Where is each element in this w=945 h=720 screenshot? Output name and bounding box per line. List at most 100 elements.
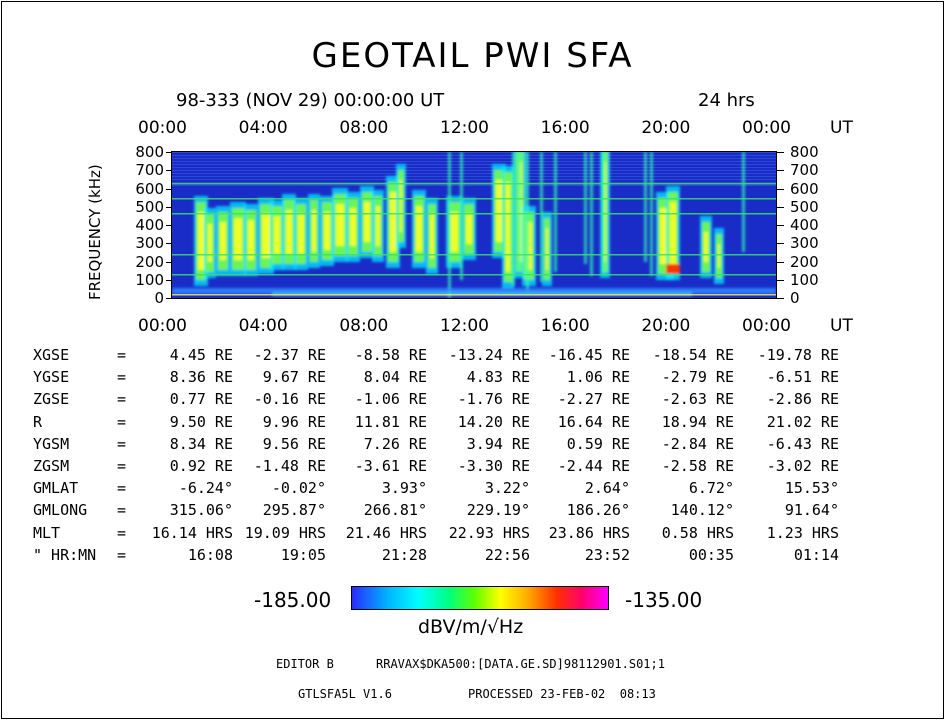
y-tick-mark-right (776, 261, 784, 263)
x-tick-label-top: 08:00 (339, 118, 389, 138)
ephemeris-value: 19.09 HRS (244, 523, 326, 542)
emission-core (546, 228, 548, 270)
ephemeris-row: R = 9.50 RE 9.96 RE 11.81 RE 14.20 RE 16.64 RE… (33, 411, 839, 433)
ephemeris-value: 4.45 RE (169, 346, 233, 364)
y-tick-mark-left (166, 225, 172, 226)
ephemeris-value: -0.02° (271, 479, 326, 498)
ephemeris-value: 229.19° (466, 501, 530, 520)
ephemeris-row: YGSE = 8.36 RE 9.67 RE 8.04 RE 4.83 RE 1.06 RE… (33, 366, 839, 388)
ephemeris-value: 23.86 HRS (548, 523, 630, 542)
emission-core (704, 232, 708, 262)
y-tick-label-left: 500 (135, 197, 164, 216)
continuum-band (172, 288, 776, 294)
ephemeris-value: 22.93 HRS (448, 523, 530, 542)
ephemeris-value: -2.86 RE (766, 390, 839, 409)
ephemeris-value: 315.06° (169, 501, 233, 520)
ephemeris-equals: = (117, 368, 127, 387)
ephemeris-value: 1.23 HRS (766, 523, 839, 542)
colorbar-max-label: -135.00 (625, 588, 703, 612)
ephemeris-equals: = (117, 346, 127, 364)
ephemeris-value: 2.64° (584, 479, 630, 498)
ephemeris-equals: = (117, 523, 127, 542)
ephemeris-value: 266.81° (363, 501, 427, 520)
ephemeris-value: -6.24° (178, 479, 233, 498)
y-tick-mark-left (166, 261, 172, 263)
emission-core (298, 214, 304, 254)
emission-core (274, 216, 280, 254)
y-tick-label-right: 600 (790, 179, 819, 198)
emission-core (400, 180, 402, 232)
ephemeris-value: 19:05 (280, 545, 326, 564)
interference-line (172, 254, 776, 256)
ephemeris-equals: = (117, 390, 127, 409)
ephemeris-value: -2.27 RE (557, 390, 630, 409)
ephemeris-equals: = (117, 545, 127, 564)
emission-core (350, 208, 356, 246)
x-tick-label-top: 20:00 (641, 118, 691, 138)
ephemeris-value: 16.14 HRS (151, 523, 233, 542)
ephemeris-value: -8.58 RE (354, 346, 427, 364)
ephemeris-row-label: ZGSE (33, 390, 70, 409)
ephemeris-row-label: " HR:MN (33, 545, 97, 564)
ephemeris-value: 22:56 (484, 545, 530, 564)
y-tick-label-right: 800 (790, 143, 819, 161)
x-tick-label-top: 04:00 (238, 118, 288, 138)
y-tick-label-right: 100 (790, 270, 819, 289)
ephemeris-row-label: YGSM (33, 434, 70, 453)
y-tick-mark-left (166, 298, 172, 299)
y-tick-label-right: 300 (790, 234, 819, 253)
ephemeris-value: 0.59 RE (566, 434, 630, 453)
emission-core (364, 202, 370, 242)
colorbar (351, 586, 609, 610)
y-tick-label-left: 100 (135, 270, 164, 289)
ephemeris-value: 11.81 RE (354, 412, 427, 431)
editor-label: EDITOR B (276, 657, 334, 671)
emission-core (466, 214, 472, 244)
emission-streak (644, 152, 647, 262)
emission-core (208, 224, 212, 262)
emission-core (248, 220, 254, 260)
emission-core (234, 218, 242, 260)
y-tick-mark-right (776, 188, 784, 190)
ephemeris-equals: = (117, 501, 127, 520)
ephemeris-equals: = (117, 479, 127, 498)
x-tick-label-top: 00:00 (138, 118, 187, 138)
x-tick-label-bottom: 16:00 (540, 316, 590, 336)
y-tick-label-left: 800 (135, 143, 164, 161)
ephemeris-value: 9.56 RE (262, 434, 326, 453)
y-tick-label-left: 200 (135, 252, 164, 271)
ephemeris-row-label: GMLONG (33, 501, 88, 520)
ephemeris-value: -3.61 RE (354, 456, 427, 475)
emission-streak (512, 152, 515, 286)
y-axis-label: FREQUENCY (kHz) (86, 164, 104, 300)
ephemeris-value: 21:28 (381, 545, 427, 564)
emission-core (506, 182, 510, 272)
spectrogram-plot (172, 152, 776, 298)
ephemeris-value: 21.02 RE (766, 412, 839, 431)
ephemeris-row: XGSE = 4.45 RE -2.37 RE -8.58 RE -13.24 RE -16… (33, 344, 839, 366)
emission-streak (460, 152, 463, 280)
ephemeris-value: -3.30 RE (457, 456, 530, 475)
ephemeris-row-label: R (33, 412, 43, 431)
program-version: GTLSFA5L V1.6 (298, 687, 392, 701)
y-tick-mark-left (166, 206, 172, 208)
y-tick-mark-left (166, 170, 172, 172)
ephemeris-value: -1.76 RE (457, 390, 530, 409)
ephemeris-row: " HR:MN = 16:08 19:05 21:28 22:56 23:52 00:35 01… (33, 544, 839, 566)
y-tick-mark-left (166, 152, 172, 153)
ephemeris-value: -3.02 RE (766, 456, 839, 475)
emission-streak (742, 152, 745, 252)
ephemeris-value: -16.45 RE (548, 346, 630, 364)
emission-core (376, 206, 380, 246)
emission-streak (584, 152, 587, 264)
ephemeris-value: 01:14 (793, 545, 839, 564)
emission-streak (448, 152, 451, 298)
chart-title: GEOTAIL PWI SFA (311, 36, 634, 76)
y-tick-mark-right (776, 152, 784, 153)
ephemeris-value: 14.20 RE (457, 412, 530, 431)
emission-streak (554, 152, 557, 272)
ephemeris-row: MLT = 16.14 HRS 19.09 HRS 21.46 HRS 22.93 HRS… (33, 522, 839, 544)
ephemeris-equals: = (117, 434, 127, 453)
ephemeris-value: -19.78 RE (757, 346, 839, 364)
x-unit-bottom: UT (830, 316, 853, 336)
